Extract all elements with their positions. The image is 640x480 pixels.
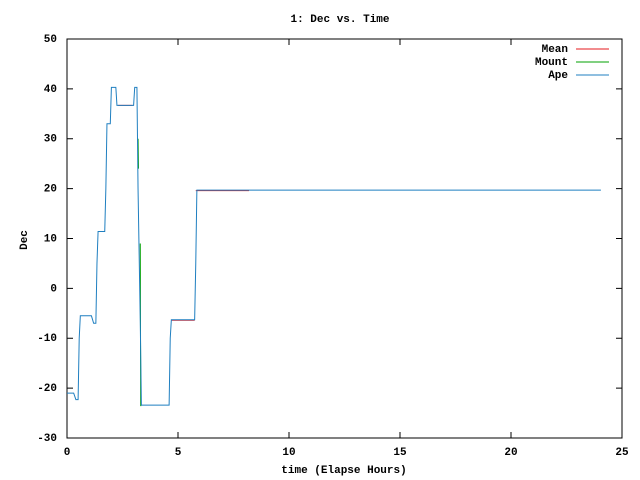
legend-label: Mount (535, 57, 568, 69)
x-tick-label: 25 (615, 447, 629, 459)
y-tick-label: 40 (44, 84, 57, 96)
y-tick-label: 0 (50, 283, 57, 295)
x-axis-label: time (Elapse Hours) (281, 465, 406, 477)
y-axis-label: Dec (19, 230, 31, 250)
y-tick-label: 10 (44, 233, 57, 245)
y-tick-label: -30 (37, 433, 57, 445)
x-tick-label: 20 (504, 447, 517, 459)
x-tick-label: 0 (64, 447, 71, 459)
legend-label: Mean (542, 44, 568, 56)
x-tick-label: 5 (175, 447, 182, 459)
x-tick-label: 10 (282, 447, 295, 459)
x-tick-label: 15 (393, 447, 407, 459)
y-tick-label: 50 (44, 34, 57, 46)
chart-title: 1: Dec vs. Time (290, 14, 389, 26)
data-line (67, 86, 601, 406)
y-tick-label: -10 (37, 333, 57, 345)
y-tick-label: 30 (44, 134, 57, 146)
legend-label: Ape (548, 70, 568, 82)
y-tick-label: -20 (37, 383, 57, 395)
y-tick-label: 20 (44, 184, 57, 196)
